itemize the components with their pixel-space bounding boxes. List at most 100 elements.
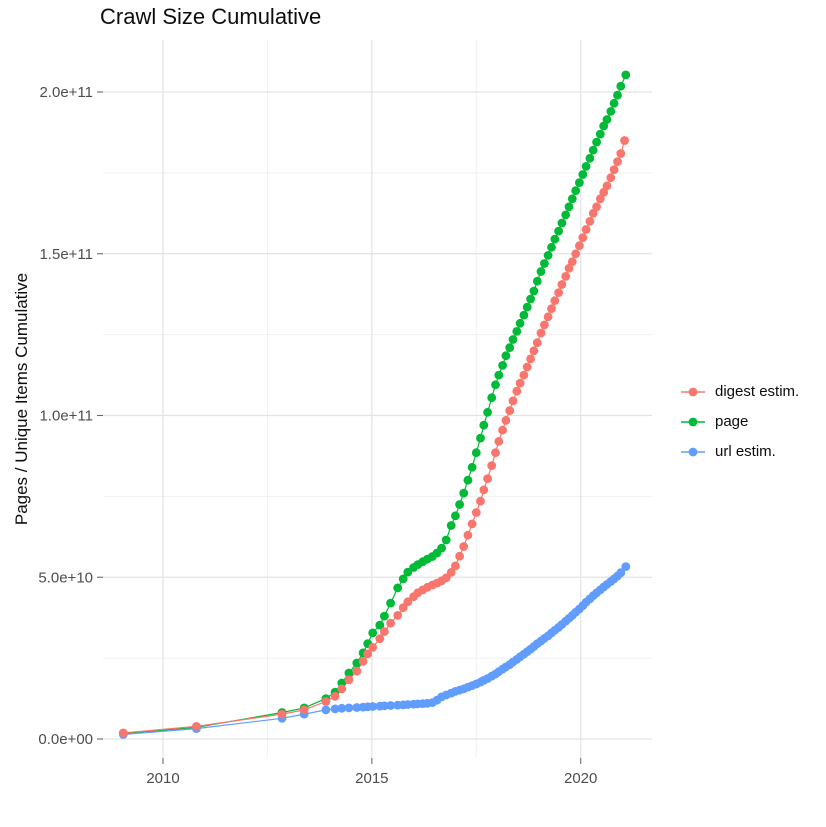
data-point-digest-estim-	[446, 568, 456, 577]
legend-item-page: page	[680, 413, 799, 430]
data-point-digest-estim-	[599, 187, 609, 197]
data-point-page	[467, 462, 477, 472]
data-point-page	[599, 121, 609, 131]
data-point-page	[540, 259, 549, 268]
data-point-page	[571, 186, 581, 196]
data-point-digest-estim-	[337, 684, 347, 694]
data-point-digest-estim-	[567, 257, 577, 267]
data-point-page	[595, 129, 605, 139]
data-point-digest-estim-	[330, 691, 340, 701]
legend-item-digest-estim-: digest estim.	[680, 383, 799, 400]
data-point-digest-estim-	[581, 225, 591, 234]
data-point-page	[613, 90, 622, 100]
legend-label: digest estim.	[715, 383, 800, 400]
data-point-page	[476, 433, 485, 443]
data-point-digest-estim-	[483, 474, 492, 483]
data-point-digest-estim-	[512, 386, 522, 396]
legend-key-icon	[681, 447, 705, 456]
data-point-digest-estim-	[508, 396, 518, 406]
data-point-digest-estim-	[471, 508, 481, 517]
data-point-digest-estim-	[118, 728, 128, 738]
data-point-url-estim-	[616, 568, 626, 578]
y-tick-label: 5.0e+10	[38, 569, 93, 586]
data-point-digest-estim-	[613, 157, 622, 167]
data-point-digest-estim-	[592, 202, 601, 212]
data-point-page	[547, 242, 556, 252]
data-point-digest-estim-	[540, 320, 549, 330]
data-point-page	[512, 327, 522, 336]
data-point-page	[487, 393, 497, 403]
data-point-page	[451, 511, 460, 521]
data-point-digest-estim-	[494, 437, 504, 446]
data-point-page	[380, 611, 389, 621]
data-point-digest-estim-	[459, 542, 469, 551]
legend-key-dot	[688, 417, 698, 426]
data-point-digest-estim-	[571, 249, 581, 259]
x-tick-label: 2015	[355, 770, 388, 787]
data-point-digest-estim-	[609, 165, 619, 175]
data-point-page	[585, 153, 595, 163]
data-point-digest-estim-	[479, 485, 489, 495]
data-point-page	[578, 170, 588, 179]
chart-title: Crawl Size Cumulative	[100, 4, 322, 29]
data-point-digest-estim-	[358, 657, 368, 666]
data-point-digest-estim-	[491, 448, 500, 458]
data-point-page	[375, 620, 385, 630]
data-point-page	[515, 318, 525, 328]
data-point-page	[498, 361, 507, 370]
legend: digest estim. page url estim.	[680, 383, 799, 460]
data-point-page	[522, 302, 532, 312]
data-point-page	[550, 234, 560, 244]
data-point-digest-estim-	[393, 611, 403, 620]
data-point-digest-estim-	[532, 338, 542, 348]
legend-item-url-estim-: url estim.	[680, 443, 799, 460]
data-point-digest-estim-	[522, 362, 532, 372]
y-tick-label: 2.0e+11	[39, 84, 93, 101]
data-point-digest-estim-	[375, 634, 385, 644]
legend-key-icon	[681, 387, 705, 396]
data-point-page	[483, 407, 492, 417]
data-point-digest-estim-	[550, 296, 560, 306]
data-point-url-estim-	[380, 701, 389, 711]
legend-key-dot	[688, 387, 698, 396]
data-point-url-estim-	[344, 703, 354, 713]
data-point-page	[393, 583, 403, 593]
data-point-page	[491, 380, 500, 390]
data-point-digest-estim-	[368, 643, 378, 652]
data-point-page	[501, 351, 511, 361]
data-point-url-estim-	[386, 701, 395, 710]
data-point-page	[561, 210, 571, 220]
data-point-page	[463, 475, 473, 485]
data-point-digest-estim-	[380, 627, 389, 636]
data-point-page	[437, 543, 446, 553]
x-tick-label: 2010	[146, 770, 179, 787]
data-point-page	[621, 70, 631, 80]
data-point-digest-estim-	[536, 328, 546, 338]
data-point-page	[368, 628, 378, 638]
y-tick-label: 1.5e+11	[39, 246, 93, 263]
data-point-digest-estim-	[403, 597, 413, 607]
data-point-page	[536, 267, 546, 276]
data-point-page	[592, 137, 601, 147]
data-point-digest-estim-	[451, 561, 460, 571]
data-point-page	[564, 202, 574, 212]
data-point-digest-estim-	[519, 370, 529, 380]
data-point-digest-estim-	[363, 649, 373, 659]
data-point-digest-estim-	[529, 346, 539, 356]
data-point-page	[455, 500, 464, 509]
data-point-page	[508, 335, 518, 344]
data-point-digest-estim-	[192, 722, 201, 731]
data-point-page	[494, 370, 504, 380]
data-point-digest-estim-	[352, 666, 362, 676]
data-point-digest-estim-	[606, 173, 616, 183]
data-point-page	[398, 574, 408, 584]
data-point-page	[526, 294, 535, 304]
data-point-url-estim-	[368, 702, 378, 711]
legend-label: url estim.	[715, 443, 776, 460]
data-point-digest-estim-	[515, 378, 525, 388]
data-point-page	[609, 98, 619, 108]
data-point-page	[479, 420, 489, 430]
data-point-digest-estim-	[575, 241, 584, 251]
